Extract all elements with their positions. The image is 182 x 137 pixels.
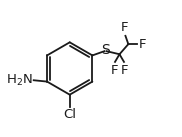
Text: F: F bbox=[121, 21, 128, 34]
Text: Cl: Cl bbox=[63, 108, 76, 121]
Text: F: F bbox=[121, 64, 128, 77]
Text: F: F bbox=[111, 64, 118, 77]
Text: F: F bbox=[139, 38, 147, 51]
Text: H$_2$N: H$_2$N bbox=[6, 73, 33, 88]
Text: S: S bbox=[101, 44, 110, 58]
